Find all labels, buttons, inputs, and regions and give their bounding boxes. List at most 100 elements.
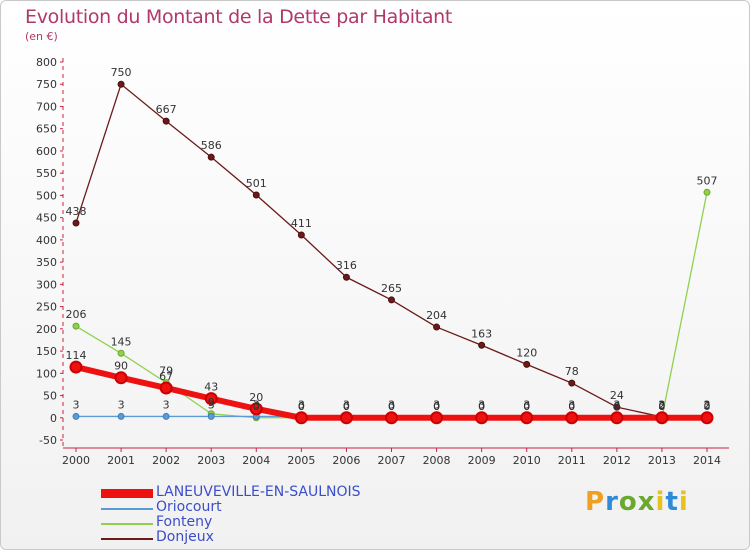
x-tick-label: 2002 — [152, 454, 180, 467]
data-label: 43 — [204, 381, 218, 394]
data-label: 586 — [201, 139, 222, 152]
data-point — [204, 392, 218, 406]
data-label: 750 — [111, 66, 132, 79]
data-label: 145 — [111, 335, 132, 348]
data-label: 114 — [66, 349, 87, 362]
x-tick-label: 2013 — [648, 454, 676, 467]
proxiti-logo: Proxiti — [585, 487, 689, 517]
data-label: 24 — [610, 389, 624, 402]
data-label: 0 — [658, 400, 665, 413]
data-label: 90 — [114, 360, 128, 373]
legend: LANEUVEVILLE-EN-SAULNOIS Oriocourt Fonte… — [101, 484, 401, 546]
legend-swatch-fonteny — [101, 523, 153, 525]
data-label: 2 — [704, 399, 711, 412]
data-label: 0 — [478, 400, 485, 413]
data-point — [72, 412, 80, 420]
plot-area — [69, 80, 714, 425]
data-point — [72, 322, 80, 330]
data-label: 204 — [426, 309, 447, 322]
y-tick-label: 650 — [36, 123, 57, 136]
data-label: 265 — [381, 282, 402, 295]
x-tick-label: 2004 — [242, 454, 270, 467]
data-label: 9 — [208, 396, 215, 409]
data-label: 3 — [388, 398, 395, 411]
data-label: 0 — [298, 400, 305, 413]
y-tick-label: 0 — [50, 412, 57, 425]
data-label: 3 — [208, 398, 215, 411]
logo-letter: i — [678, 487, 689, 517]
data-point — [297, 231, 305, 239]
y-tick-label: 100 — [36, 367, 57, 380]
data-label: 3 — [568, 398, 575, 411]
data-label: 0 — [568, 400, 575, 413]
data-label: 0 — [523, 400, 530, 413]
data-label: 3 — [118, 398, 125, 411]
logo-letter: o — [618, 487, 638, 517]
logo-letter: i — [655, 487, 666, 517]
data-labels: 438 750 667 586 501 411 316 265 204 163 120 78 24 2 2 2… — [66, 66, 718, 413]
legend-item-donjeux: Donjeux — [101, 529, 401, 546]
data-point — [385, 411, 398, 425]
x-tick-label: 2012 — [603, 454, 631, 467]
data-label: 411 — [291, 217, 312, 230]
data-point — [339, 411, 353, 425]
legend-label-oriocourt: Oriocourt — [156, 499, 222, 515]
data-label: 67 — [159, 370, 173, 383]
data-label: 206 — [66, 308, 87, 321]
y-tick-label: 300 — [36, 278, 57, 291]
data-label: 3 — [658, 398, 665, 411]
data-label: 3 — [613, 398, 620, 411]
data-label: 3 — [433, 398, 440, 411]
y-tick-label: 750 — [36, 78, 57, 91]
legend-item-fonteny: Fonteny — [101, 514, 401, 531]
data-point — [703, 188, 711, 196]
axes: -500501001502002503003504004505005506006… — [36, 56, 729, 467]
data-point — [610, 411, 624, 425]
x-tick-label: 2005 — [287, 454, 315, 467]
data-label: 3 — [343, 398, 350, 411]
data-label: 0 — [343, 400, 350, 413]
legend-swatch-donjeux — [101, 538, 153, 540]
y-tick-label: 200 — [36, 323, 57, 336]
data-label: 0 — [478, 400, 485, 413]
legend-label-fonteny: Fonteny — [156, 514, 213, 530]
data-label: 3 — [704, 398, 711, 411]
logo-letter: x — [637, 487, 656, 517]
logo-letter: r — [605, 487, 619, 517]
data-point — [207, 412, 215, 420]
data-point — [117, 349, 125, 357]
data-label: 0 — [343, 400, 350, 413]
data-point — [700, 411, 714, 425]
data-label: 20 — [249, 391, 263, 404]
y-tick-label: -50 — [39, 434, 57, 447]
y-tick-label: 600 — [36, 145, 57, 158]
data-label: 2 — [658, 399, 665, 412]
data-label: 0 — [523, 400, 530, 413]
data-point — [159, 381, 173, 395]
logo-letter: t — [665, 487, 679, 517]
data-label: 0 — [388, 400, 395, 413]
y-tick-label: 550 — [36, 167, 57, 180]
data-label: 3 — [298, 398, 305, 411]
data-point — [207, 153, 215, 161]
data-label: 3 — [523, 398, 530, 411]
y-tick-label: 450 — [36, 212, 57, 225]
chart-title: Evolution du Montant de la Dette par Hab… — [25, 6, 453, 28]
y-tick-label: 250 — [36, 301, 57, 314]
legend-label-laneuveville: LANEUVEVILLE-EN-SAULNOIS — [156, 484, 361, 500]
data-point — [478, 341, 486, 349]
data-label: 79 — [159, 365, 173, 378]
x-tick-label: 2008 — [423, 454, 451, 467]
data-point — [655, 411, 669, 425]
data-point — [565, 411, 579, 425]
legend-swatch-oriocourt — [101, 508, 153, 510]
data-point — [475, 411, 489, 425]
y-tick-label: 500 — [36, 189, 57, 202]
data-label: 0 — [658, 400, 665, 413]
x-tick-label: 2011 — [558, 454, 586, 467]
x-tick-label: 2001 — [107, 454, 135, 467]
data-point — [117, 80, 125, 88]
data-label: 3 — [478, 398, 485, 411]
data-point — [114, 371, 128, 385]
